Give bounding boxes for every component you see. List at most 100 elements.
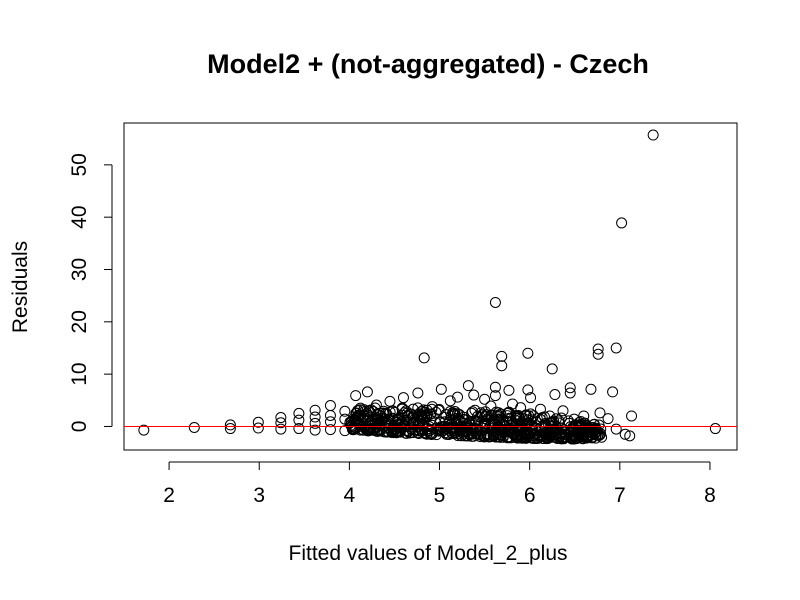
data-point: [445, 418, 457, 430]
data-point: [396, 403, 408, 415]
data-point: [557, 405, 569, 417]
data-point: [497, 431, 509, 443]
data-point: [419, 411, 431, 423]
data-point: [370, 399, 382, 411]
data-point: [293, 407, 305, 419]
x-tick-label: 3: [253, 484, 265, 507]
data-point: [252, 422, 264, 434]
data-point: [549, 389, 561, 401]
data-point: [522, 384, 534, 396]
data-point: [527, 430, 539, 442]
data-point: [409, 424, 421, 436]
data-point: [480, 409, 492, 421]
data-point: [577, 431, 589, 443]
data-point: [472, 410, 484, 422]
data-point: [520, 419, 532, 431]
data-point: [610, 423, 622, 435]
data-point: [489, 296, 501, 308]
data-point: [564, 382, 576, 394]
x-tick-label: 8: [704, 484, 716, 507]
data-point: [559, 428, 571, 440]
data-point: [391, 419, 403, 431]
data-point: [540, 417, 552, 429]
data-point: [324, 409, 336, 421]
data-point: [619, 428, 631, 440]
data-point: [339, 405, 351, 417]
data-point: [339, 425, 351, 437]
data-point: [514, 419, 526, 431]
data-point: [275, 412, 287, 424]
chart-title: Model2 + (not-aggregated) - Czech: [207, 49, 649, 79]
data-point: [489, 381, 501, 393]
data-point: [293, 414, 305, 426]
data-point: [602, 413, 614, 425]
data-point: [457, 426, 469, 438]
data-points: [138, 129, 721, 445]
data-point: [525, 392, 537, 404]
data-point: [546, 363, 558, 375]
data-point: [372, 414, 384, 426]
data-point: [452, 428, 464, 440]
data-point: [354, 404, 366, 416]
data-point: [501, 407, 513, 419]
data-point: [412, 387, 424, 399]
data-point: [519, 427, 531, 439]
data-point: [224, 419, 236, 431]
data-point: [397, 392, 409, 404]
data-point: [309, 404, 321, 416]
data-point: [406, 408, 418, 420]
data-point: [324, 424, 336, 436]
data-point: [626, 410, 638, 422]
data-point: [384, 406, 396, 418]
data-point: [352, 411, 364, 423]
data-point: [550, 413, 562, 425]
data-point: [489, 390, 501, 402]
data-point: [364, 423, 376, 435]
data-point: [522, 347, 534, 359]
data-point: [589, 423, 601, 435]
data-point: [361, 386, 373, 398]
data-point: [419, 427, 431, 439]
data-point: [384, 419, 396, 431]
y-tick-label: 0: [68, 421, 91, 433]
data-point: [435, 383, 447, 395]
data-point: [377, 412, 389, 424]
data-point: [473, 428, 485, 440]
data-point: [647, 129, 659, 141]
data-point: [275, 417, 287, 429]
x-tick-label: 5: [434, 484, 446, 507]
data-point: [534, 403, 546, 415]
data-point: [188, 422, 200, 433]
data-point: [558, 433, 570, 445]
data-point: [479, 393, 491, 405]
data-point: [610, 342, 622, 354]
y-tick-label: 10: [68, 362, 91, 385]
data-point: [468, 389, 480, 401]
data-point: [554, 427, 566, 439]
data-point: [616, 217, 628, 229]
data-point: [275, 423, 287, 435]
x-tick-label: 6: [524, 484, 536, 507]
data-point: [444, 395, 456, 407]
x-tick-label: 2: [163, 484, 175, 507]
data-point: [452, 408, 464, 420]
data-point: [389, 406, 401, 418]
data-point: [520, 432, 532, 444]
y-tick-label: 50: [68, 153, 91, 176]
y-tick-label: 20: [68, 310, 91, 333]
data-point: [471, 423, 483, 435]
y-tick-label: 30: [68, 258, 91, 281]
data-point: [347, 423, 359, 434]
data-point: [448, 408, 460, 420]
data-point: [405, 421, 417, 433]
x-tick-label: 4: [344, 484, 356, 507]
data-point: [493, 421, 505, 433]
data-point: [309, 424, 321, 436]
data-point: [462, 380, 474, 392]
data-point: [534, 429, 546, 441]
data-point: [592, 343, 604, 355]
data-point: [324, 416, 336, 428]
data-point: [592, 348, 604, 360]
data-point: [594, 407, 606, 419]
data-point: [324, 400, 336, 412]
